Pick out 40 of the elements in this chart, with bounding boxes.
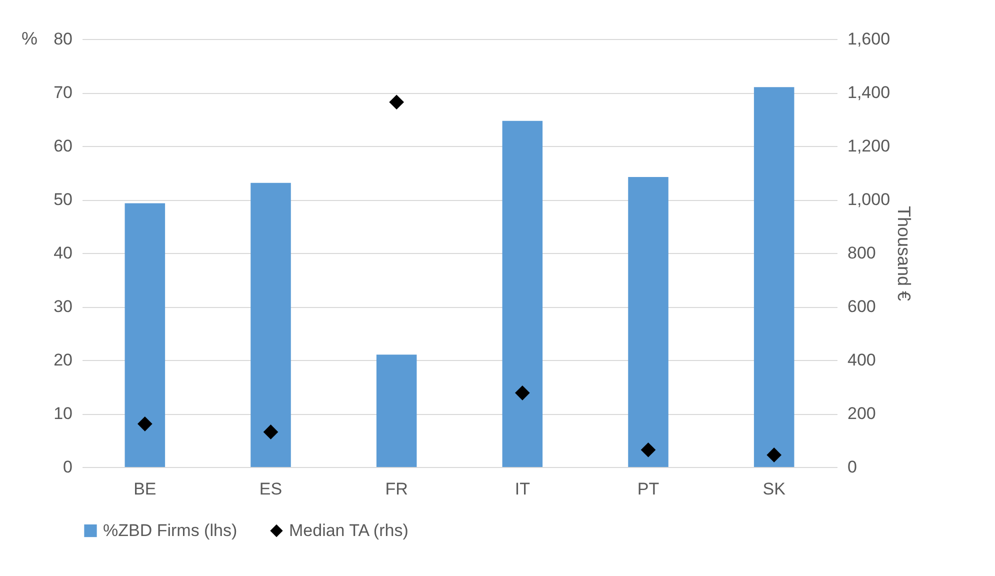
- bar: [124, 203, 166, 467]
- y-tick-label: 0: [63, 458, 72, 476]
- point: [515, 385, 530, 400]
- point: [766, 448, 782, 462]
- y2-tick-label: 800: [848, 244, 876, 262]
- bar: [628, 177, 668, 467]
- y-tick-label: 20: [54, 350, 72, 370]
- bar: [754, 87, 794, 467]
- y-tick-label: 50: [54, 190, 72, 209]
- bar: [502, 120, 543, 467]
- x-tick-label: PT: [637, 480, 660, 498]
- y2-tick-label: 1,600: [848, 30, 890, 48]
- y-tick-label: 80: [54, 30, 72, 48]
- x-tick-label: IT: [514, 480, 530, 498]
- y2-tick-label: 1,200: [848, 136, 890, 156]
- x-tick-label: FR: [385, 480, 408, 498]
- x-tick-label: BE: [134, 480, 156, 498]
- y2-tick-label: 600: [848, 297, 876, 316]
- y-tick-label: 40: [54, 244, 72, 262]
- y2-axis-title: Thousand €: [894, 206, 914, 302]
- y-tick-label: 70: [54, 83, 72, 102]
- y-tick-label: 60: [54, 136, 72, 156]
- y2-tick-label: 0: [848, 458, 857, 476]
- x-tick-label: ES: [259, 480, 282, 498]
- legend-label: %ZBD Firms (lhs): [103, 520, 238, 540]
- point: [263, 424, 278, 440]
- y-axis-title: %: [21, 28, 38, 48]
- legend-label: Median TA (rhs): [289, 520, 408, 540]
- x-tick-label: SK: [762, 480, 786, 498]
- bar: [250, 182, 291, 467]
- bar: [376, 354, 417, 467]
- point: [640, 442, 656, 458]
- y-tick-label: 30: [54, 297, 72, 316]
- point: [389, 94, 404, 110]
- y2-tick-label: 200: [848, 404, 876, 423]
- point: [138, 416, 152, 432]
- y2-tick-label: 1,400: [848, 83, 890, 102]
- y2-tick-label: 400: [848, 350, 876, 370]
- y-tick-label: 10: [54, 404, 72, 423]
- y2-tick-label: 1,000: [848, 190, 890, 209]
